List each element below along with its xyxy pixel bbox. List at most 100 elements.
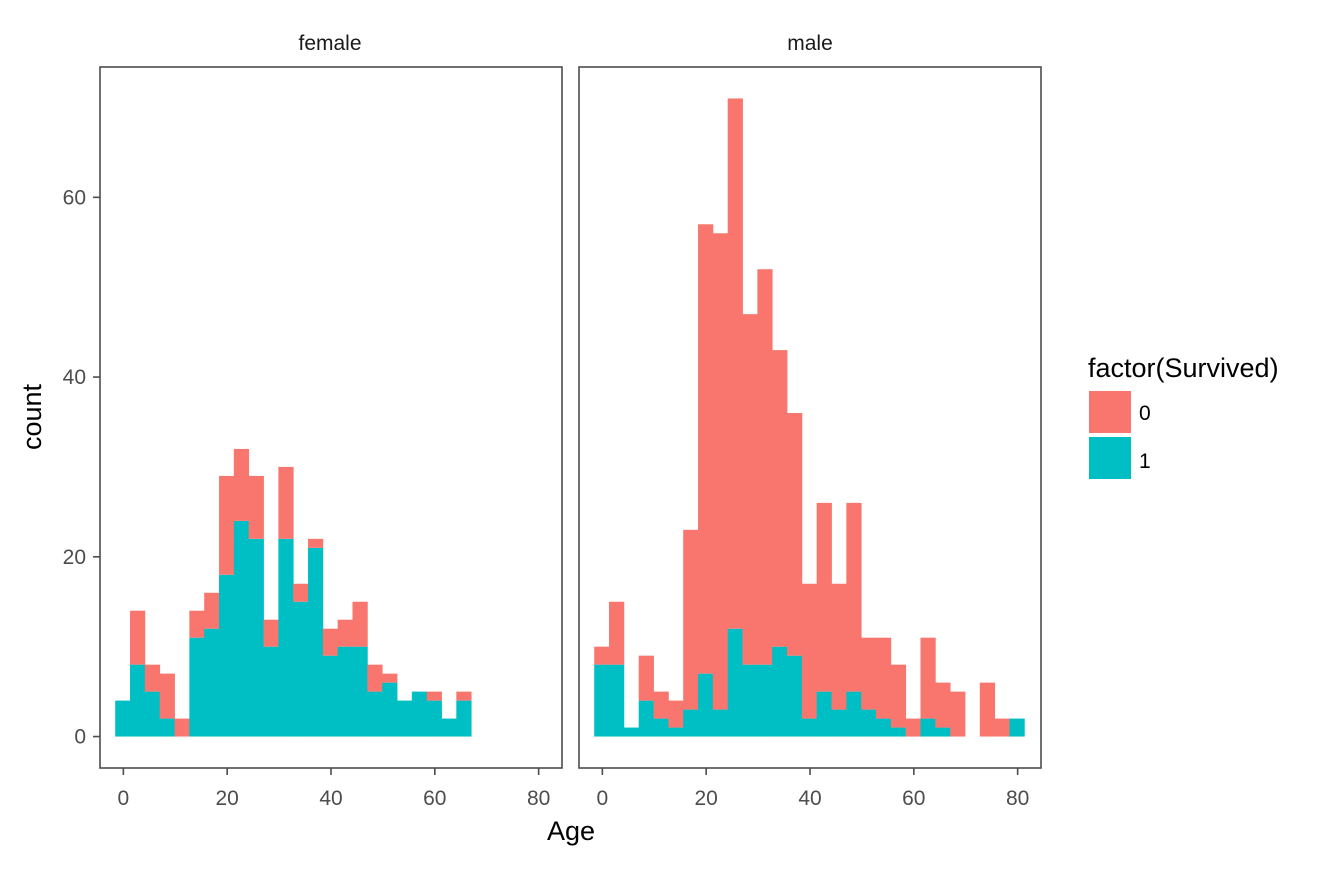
- legend-title: factor(Survived): [1088, 353, 1279, 383]
- bar-female-survived-1-bin-18: [382, 682, 398, 737]
- bar-female-survived-1-bin-8: [233, 520, 250, 737]
- bar-female-survived-0-bin-9: [248, 475, 264, 539]
- bar-male-survived-1-bin-20: [890, 727, 907, 737]
- bar-female-survived-1-bin-16: [352, 646, 368, 737]
- bar-male-survived-1-bin-2: [623, 727, 640, 737]
- bar-male-survived-1-bin-6: [683, 709, 699, 737]
- bar-male-survived-0-bin-24: [950, 691, 966, 737]
- bar-female-survived-1-bin-14: [322, 655, 339, 737]
- bar-male-survived-0-bin-15: [816, 502, 832, 692]
- bar-male-survived-0-bin-27: [994, 718, 1010, 737]
- x-tick-label-male-40: 40: [798, 787, 821, 810]
- bar-female-survived-0-bin-8: [233, 448, 250, 521]
- bar-male-survived-0-bin-19: [875, 637, 892, 719]
- bar-male-survived-1-bin-13: [787, 655, 803, 737]
- bar-female-survived-0-bin-10: [263, 619, 279, 647]
- bar-male-survived-0-bin-23: [935, 682, 951, 728]
- bar-male-survived-0-bin-12: [772, 350, 788, 647]
- bar-male-survived-0-bin-18: [861, 637, 877, 710]
- bar-female-survived-1-bin-17: [367, 691, 383, 737]
- bar-female-survived-0-bin-6: [204, 592, 220, 629]
- bar-male-survived-0-bin-7: [698, 224, 714, 674]
- bar-female-survived-1-bin-9: [248, 538, 264, 737]
- bar-male-survived-1-bin-14: [801, 718, 818, 737]
- bar-female-survived-0-bin-2: [144, 664, 161, 692]
- bar-male-survived-0-bin-20: [890, 664, 907, 728]
- bar-male-survived-1-bin-5: [668, 727, 684, 737]
- x-axis-title: Age: [547, 816, 595, 846]
- bar-male-survived-1-bin-23: [935, 727, 951, 737]
- legend-key-0: [1089, 391, 1131, 433]
- bar-male-survived-0-bin-10: [742, 314, 758, 665]
- bar-female-survived-1-bin-11: [278, 538, 294, 737]
- bar-male-survived-1-bin-7: [698, 673, 714, 737]
- bar-female-survived-0-bin-3: [159, 673, 175, 719]
- bar-male-survived-0-bin-16: [831, 583, 847, 710]
- bar-male-survived-1-bin-22: [920, 718, 936, 737]
- x-tick-label-female-60: 60: [423, 787, 446, 810]
- bar-female-survived-0-bin-14: [322, 628, 339, 656]
- bar-female-survived-1-bin-10: [263, 646, 279, 737]
- bar-female-survived-0-bin-11: [278, 466, 294, 539]
- bar-male-survived-0-bin-17: [846, 502, 862, 692]
- bar-male-survived-1-bin-11: [757, 664, 773, 737]
- bar-male-survived-0-bin-22: [920, 637, 936, 719]
- bar-male-survived-0-bin-5: [668, 700, 684, 728]
- bar-female-survived-0-bin-13: [308, 538, 324, 548]
- bar-male-survived-0-bin-1: [609, 601, 625, 665]
- bar-male-survived-0-bin-21: [905, 718, 921, 737]
- bar-female-survived-1-bin-2: [144, 691, 161, 737]
- legend: factor(Survived) 0 1: [1088, 353, 1279, 479]
- bar-female-survived-0-bin-4: [174, 718, 190, 737]
- y-axis: 0 20 40 60: [63, 186, 100, 749]
- bar-female-survived-0-bin-21: [426, 691, 442, 701]
- bar-male-survived-0-bin-3: [638, 655, 654, 701]
- facet-title-male: male: [787, 32, 833, 55]
- y-tick-label-0: 0: [74, 726, 86, 749]
- bar-female-survived-1-bin-7: [219, 574, 235, 737]
- bar-male-survived-1-bin-28: [1009, 718, 1025, 737]
- x-tick-label-female-40: 40: [319, 787, 342, 810]
- x-axis-ticks-female: 0 20 40 60 80: [118, 768, 550, 810]
- facet-title-female: female: [298, 32, 361, 55]
- x-tick-label-male-60: 60: [902, 787, 925, 810]
- bar-male-survived-1-bin-1: [609, 664, 625, 737]
- bar-male-survived-1-bin-4: [653, 718, 669, 737]
- bar-male-survived-1-bin-8: [712, 709, 729, 737]
- bar-female-survived-0-bin-12: [293, 583, 309, 602]
- x-tick-label-male-20: 20: [695, 787, 718, 810]
- x-tick-label-male-80: 80: [1006, 787, 1029, 810]
- bar-male-survived-1-bin-16: [831, 709, 847, 737]
- bar-male-survived-1-bin-0: [594, 664, 610, 737]
- y-tick-label-20: 20: [63, 546, 86, 569]
- x-tick-label-female-0: 0: [118, 787, 130, 810]
- bar-female-survived-1-bin-19: [396, 700, 413, 737]
- bar-male-survived-0-bin-8: [712, 233, 729, 710]
- bar-female-survived-1-bin-6: [204, 628, 220, 737]
- bar-female-survived-1-bin-3: [159, 718, 175, 737]
- legend-label-0: 0: [1139, 402, 1151, 425]
- bar-male-survived-1-bin-3: [638, 700, 654, 737]
- bar-female-survived-0-bin-1: [130, 610, 146, 665]
- bar-female-survived-1-bin-21: [426, 700, 442, 737]
- bar-female-survived-1-bin-23: [456, 700, 472, 737]
- bar-female-survived-1-bin-13: [308, 547, 324, 737]
- legend-label-1: 1: [1139, 450, 1151, 473]
- bar-female-survived-1-bin-1: [130, 664, 146, 737]
- bar-female-survived-0-bin-17: [367, 664, 383, 692]
- bars-male: [594, 98, 1025, 737]
- bar-female-survived-1-bin-20: [411, 691, 428, 737]
- x-tick-label-male-0: 0: [597, 787, 609, 810]
- facet-panel-male: male 0 20 40 60 80: [578, 32, 1042, 810]
- bar-female-survived-0-bin-7: [219, 475, 235, 575]
- bar-male-survived-0-bin-26: [979, 682, 996, 737]
- y-tick-label-40: 40: [63, 366, 86, 389]
- x-tick-label-female-80: 80: [527, 787, 550, 810]
- bar-male-survived-1-bin-12: [772, 646, 788, 737]
- bar-male-survived-1-bin-15: [816, 691, 832, 737]
- bar-male-survived-1-bin-19: [875, 718, 892, 737]
- bars-female: [115, 448, 472, 737]
- legend-key-1: [1089, 437, 1131, 479]
- bar-female-survived-1-bin-0: [115, 700, 131, 737]
